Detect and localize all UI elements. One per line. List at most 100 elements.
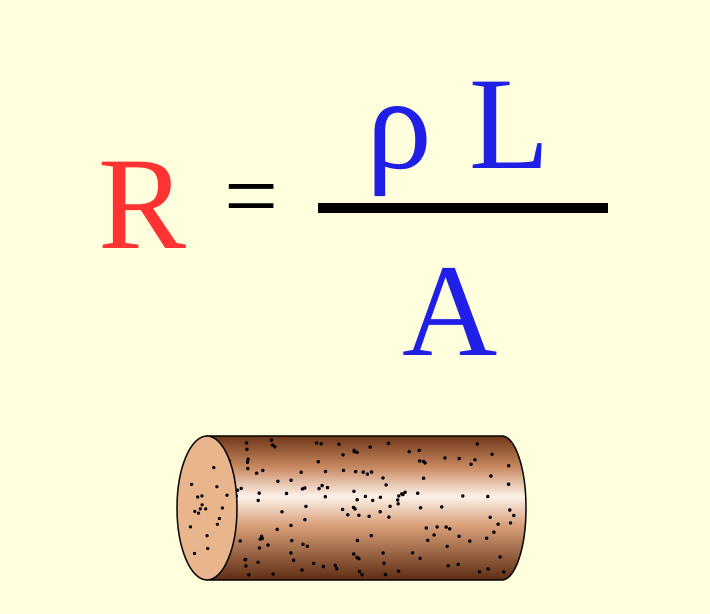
carrier-dot (403, 490, 407, 494)
carrier-dot (352, 552, 356, 556)
carrier-dot (245, 447, 249, 451)
end-dot (215, 522, 219, 526)
carrier-dot (508, 521, 513, 525)
carrier-dot (486, 567, 490, 571)
carrier-dot (261, 468, 265, 473)
carrier-dot (266, 543, 270, 547)
carrier-dot (457, 456, 461, 461)
end-dot (200, 494, 204, 498)
carrier-dot (256, 560, 260, 564)
carrier-dot (323, 495, 327, 499)
carrier-dot (300, 568, 304, 572)
cylinder-body (206, 435, 527, 581)
carrier-dot (446, 564, 450, 568)
end-dot (204, 507, 208, 511)
carrier-dot (341, 453, 345, 457)
carrier-dot (355, 450, 359, 454)
end-dot (205, 534, 209, 538)
carrier-dot (485, 536, 489, 540)
carrier-dot (369, 470, 374, 474)
carrier-dot (486, 494, 490, 499)
charge-carrier-dots (222, 438, 516, 577)
carrier-dot (382, 561, 386, 565)
carrier-dot (257, 546, 262, 550)
carrier-dot (418, 506, 423, 510)
carrier-dot (388, 504, 392, 508)
carrier-dot (352, 489, 356, 493)
carrier-dot (477, 570, 482, 574)
carrier-dot (316, 460, 320, 464)
equals-sign: = (224, 142, 279, 249)
carrier-dot (468, 539, 472, 543)
carrier-dot (361, 470, 365, 474)
end-dot (196, 495, 200, 499)
end-dot (220, 506, 224, 510)
end-dot (217, 516, 221, 521)
end-dot (225, 493, 229, 497)
carrier-dot (384, 483, 388, 487)
carrier-dot (247, 573, 251, 577)
carrier-dot (238, 539, 242, 543)
carrier-dot (424, 526, 428, 530)
carrier-dot (304, 504, 308, 509)
carrier-dot (386, 441, 391, 445)
carrier-dot (340, 507, 345, 512)
end-dot (212, 466, 216, 470)
carrier-dot (440, 505, 444, 509)
carrier-dot (418, 556, 422, 560)
carrier-dot (397, 494, 401, 498)
carrier-dot (259, 534, 264, 539)
carrier-dot (410, 551, 415, 555)
carrier-dot (498, 555, 502, 559)
carrier-dot (317, 486, 321, 491)
carrier-dot (506, 482, 511, 486)
carrier-dot (489, 474, 493, 478)
carrier-dot (367, 514, 371, 518)
carrier-dot (351, 505, 356, 510)
carrier-dot (319, 442, 323, 446)
carrier-dot (284, 491, 289, 496)
carrier-dot (448, 527, 452, 531)
carrier-dot (311, 561, 316, 566)
carrier-dot (325, 485, 330, 490)
carrier-dot (337, 442, 341, 446)
carrier-dot (381, 476, 385, 480)
carrier-dot (488, 515, 492, 519)
end-dot (200, 503, 204, 507)
carrier-dot (357, 513, 361, 517)
carrier-dot (254, 471, 259, 475)
carrier-dot (270, 443, 275, 447)
carrier-dot (396, 498, 400, 502)
carrier-dot (461, 494, 465, 498)
carrier-dot (257, 491, 261, 495)
carrier-dot (245, 460, 250, 464)
carrier-dot (341, 468, 346, 473)
carrier-dot (244, 441, 249, 445)
end-dot (190, 482, 194, 486)
carrier-dot (490, 452, 494, 456)
carrier-dot (323, 469, 328, 474)
carrier-dot (314, 441, 319, 445)
end-dot (198, 507, 202, 511)
carrier-dot (378, 495, 383, 499)
carrier-dot (417, 448, 421, 453)
carrier-dot (396, 569, 401, 573)
carrier-dot (473, 458, 477, 462)
carrier-dot (445, 544, 449, 549)
carrier-dot (289, 551, 293, 555)
carrier-dot (299, 470, 303, 474)
carrier-dot (355, 538, 360, 543)
end-dot (188, 525, 193, 529)
carrier-dot (271, 572, 275, 576)
carrier-dot (291, 558, 296, 562)
carrier-dot (301, 542, 305, 546)
carrier-dot (496, 522, 500, 526)
carrier-dot (387, 515, 391, 519)
conductor-cylinder-icon (176, 435, 527, 581)
carrier-dot (407, 450, 411, 454)
carrier-dot (365, 472, 370, 476)
carrier-dot (368, 445, 372, 449)
end-dot (215, 485, 219, 489)
resistance-symbol: R (98, 130, 187, 277)
